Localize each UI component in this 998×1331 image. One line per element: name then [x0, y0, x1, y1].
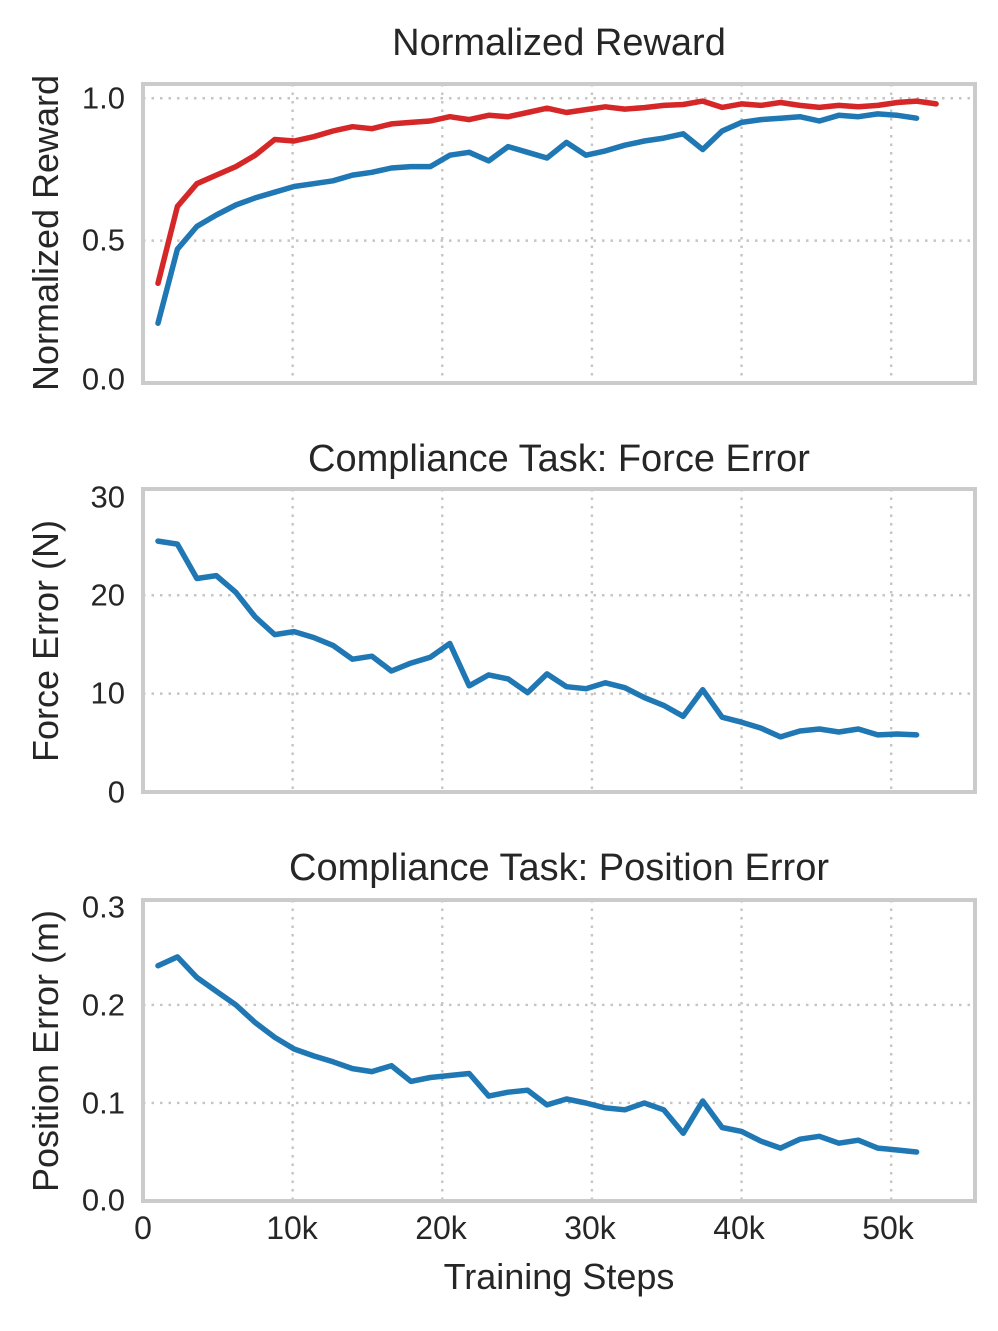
y-tick-label: 1.0: [81, 80, 125, 116]
y-tick-label: 30: [90, 479, 125, 515]
plot-area-1: [141, 487, 977, 794]
chart-title-position-error: Compliance Task: Position Error: [289, 847, 829, 889]
chart-title-force-error: Compliance Task: Force Error: [308, 438, 810, 480]
plot-border: [141, 487, 977, 794]
x-tick-label: 50k: [862, 1210, 914, 1246]
plot-area-0: [141, 82, 977, 385]
y-tick-label: 0.1: [81, 1085, 125, 1121]
x-tick-label: 30k: [564, 1210, 616, 1246]
y-tick-label: 20: [90, 577, 125, 613]
y-tick-label: 0.3: [81, 889, 125, 925]
y-tick-label: 0.0: [81, 1182, 125, 1218]
chart-title-normalized-reward: Normalized Reward: [392, 22, 726, 64]
y-tick-label: 10: [90, 675, 125, 711]
x-tick-label: 10k: [266, 1210, 318, 1246]
y-axis-label-force-error: Force Error (N): [25, 520, 66, 762]
force-error-line: [155, 538, 920, 740]
plot-border: [141, 82, 977, 385]
position-error-line: [155, 954, 920, 1155]
normalized-reward-red-line: [155, 98, 939, 287]
x-axis-label: Training Steps: [443, 1256, 675, 1297]
plot-area-2: [141, 898, 977, 1203]
plot-border: [141, 898, 977, 1203]
y-tick-label: 0.2: [81, 987, 125, 1023]
x-tick-label: 0: [134, 1210, 152, 1246]
y-tick-label: 0.5: [81, 222, 125, 258]
y-axis-label-normalized-reward: Normalized Reward: [25, 74, 66, 392]
y-tick-label: 0: [107, 774, 125, 810]
x-tick-label: 40k: [713, 1210, 765, 1246]
x-tick-label: 20k: [415, 1210, 467, 1246]
y-axis-label-position-error: Position Error (m): [25, 909, 66, 1193]
y-tick-label: 0.0: [81, 361, 125, 397]
normalized-reward-blue-line: [155, 111, 920, 326]
